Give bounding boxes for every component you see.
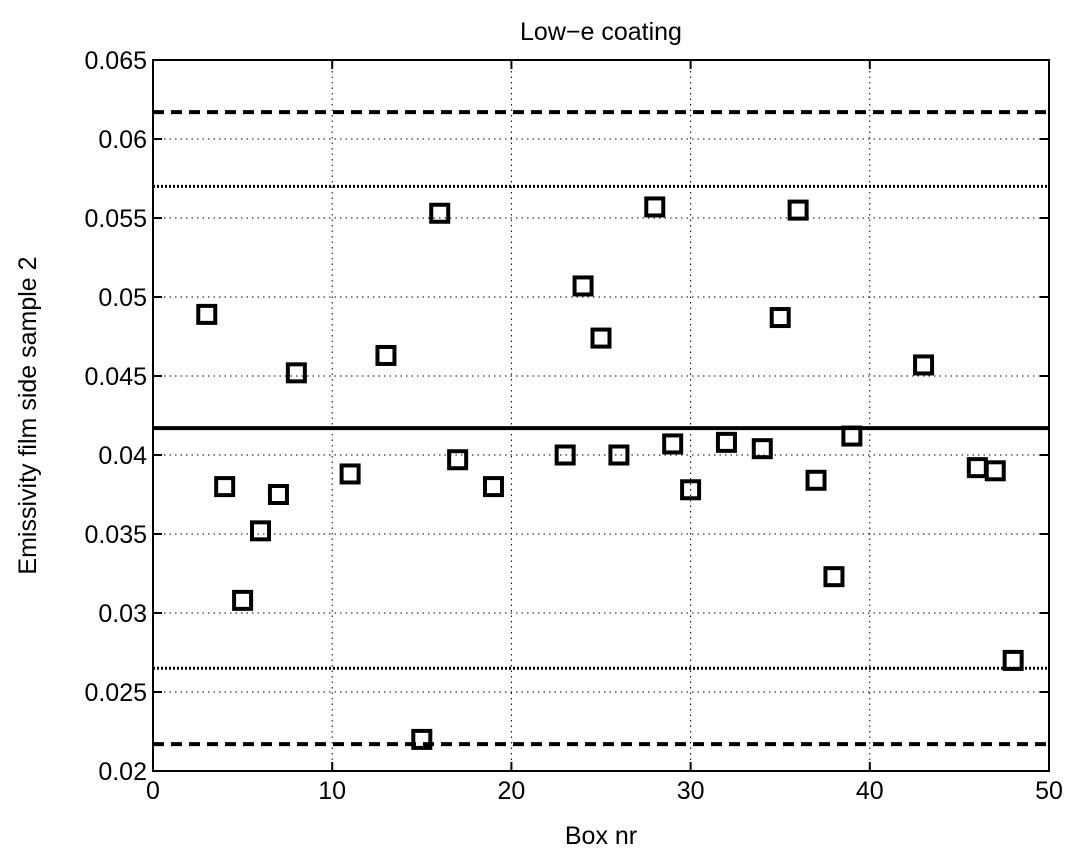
data-point — [447, 449, 469, 471]
reference-lines — [153, 110, 1049, 747]
y-tick-label: 0.05 — [98, 284, 147, 312]
data-point — [285, 362, 307, 384]
y-tick-label: 0.045 — [84, 363, 147, 391]
plot-area — [153, 60, 1049, 771]
x-axis-label: Box nr — [565, 822, 637, 850]
y-tick-label: 0.06 — [98, 126, 147, 154]
data-point — [411, 728, 433, 750]
x-tick-label: 20 — [497, 777, 525, 805]
x-tick-label: 40 — [856, 777, 884, 805]
data-point — [232, 589, 254, 611]
data-point — [339, 463, 361, 485]
plot-frame — [152, 59, 1050, 772]
chart-title: Low−e coating — [520, 18, 682, 46]
x-tick-label: 10 — [318, 777, 346, 805]
y-tick-label: 0.055 — [84, 205, 147, 233]
y-tick-label: 0.04 — [98, 442, 147, 470]
data-point — [913, 354, 935, 376]
data-point — [680, 479, 702, 501]
data-point — [644, 196, 666, 218]
y-axis-label: Emissivity film side sample 2 — [14, 256, 42, 574]
data-point — [841, 425, 863, 447]
data-point — [984, 460, 1006, 482]
data-point — [267, 484, 289, 505]
y-tick-label: 0.03 — [98, 600, 147, 628]
data-point — [1002, 649, 1024, 671]
data-point — [554, 444, 576, 466]
y-tick-label: 0.02 — [98, 758, 147, 786]
data-point — [482, 476, 504, 498]
data-point — [751, 438, 773, 460]
data-point — [769, 307, 791, 329]
x-tick-label: 30 — [677, 777, 705, 805]
grid-lines — [153, 60, 1049, 771]
data-point — [590, 327, 612, 349]
data-point — [429, 202, 451, 224]
y-tick-label: 0.065 — [84, 47, 147, 75]
data-point — [787, 199, 809, 221]
data-point — [250, 520, 272, 542]
data-point — [214, 476, 236, 498]
data-point — [715, 431, 737, 453]
data-point — [608, 444, 630, 466]
y-tick-label: 0.035 — [84, 521, 147, 549]
data-point — [375, 344, 397, 366]
x-tick-label: 50 — [1035, 777, 1063, 805]
data-point — [196, 303, 218, 325]
axis-ticks: 0 10 20 30 40 50 0.02 0.025 0.03 0.035 0.04 0.045 0.… — [84, 47, 1062, 805]
data-point — [823, 566, 845, 588]
x-tick-label: 0 — [146, 777, 160, 805]
data-points — [196, 196, 1024, 750]
data-point — [662, 433, 684, 455]
data-point — [805, 469, 827, 491]
y-tick-label: 0.025 — [84, 679, 147, 707]
data-point — [572, 275, 594, 297]
